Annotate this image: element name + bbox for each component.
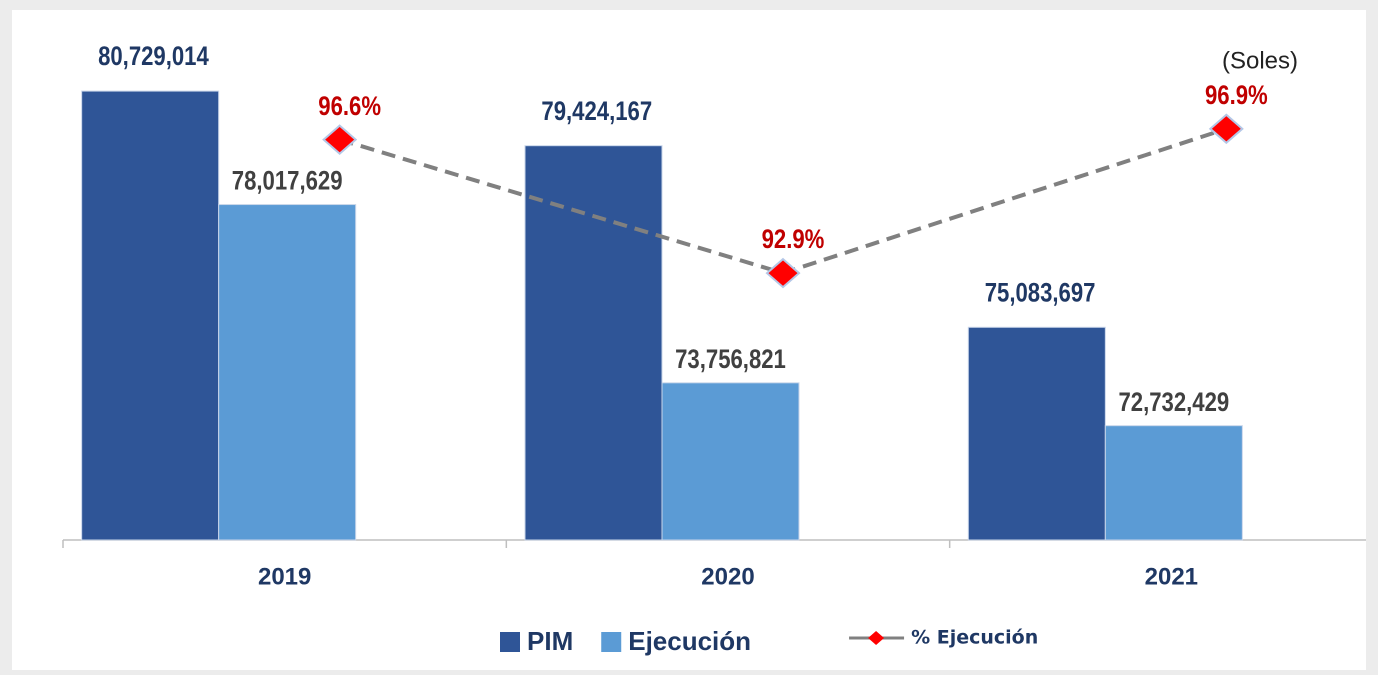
data-label: 96.9% [1205, 81, 1268, 111]
bar [524, 145, 663, 541]
data-label: 78,017,629 [232, 167, 343, 197]
data-label: 80,729,014 [98, 42, 209, 72]
bar [81, 90, 220, 541]
line-marker [322, 124, 358, 155]
data-label: 72,732,429 [1118, 388, 1229, 418]
x-tick-label: 2020 [701, 563, 754, 590]
legend-label: PIM [527, 626, 573, 656]
line-marker [765, 257, 801, 289]
data-label: 75,083,697 [985, 278, 1096, 308]
legend-label: Ejecución [628, 626, 751, 656]
data-label: 92.9% [762, 225, 825, 255]
bar [661, 382, 800, 541]
line-marker [1208, 113, 1244, 145]
data-label: 73,756,821 [675, 345, 786, 375]
data-label: 79,424,167 [541, 97, 652, 127]
bar [967, 326, 1106, 541]
data-label: 96.6% [318, 92, 381, 122]
bar [1104, 425, 1243, 541]
legend-label: % Ejecución [911, 627, 1038, 649]
legend-swatch [500, 632, 520, 652]
legend-swatch [601, 632, 622, 652]
x-tick-label: 2021 [1145, 563, 1198, 590]
units-annotation: (Soles) [1222, 47, 1298, 74]
legend-marker [868, 631, 885, 645]
bar [218, 204, 357, 541]
x-tick-label: 2019 [258, 563, 311, 590]
